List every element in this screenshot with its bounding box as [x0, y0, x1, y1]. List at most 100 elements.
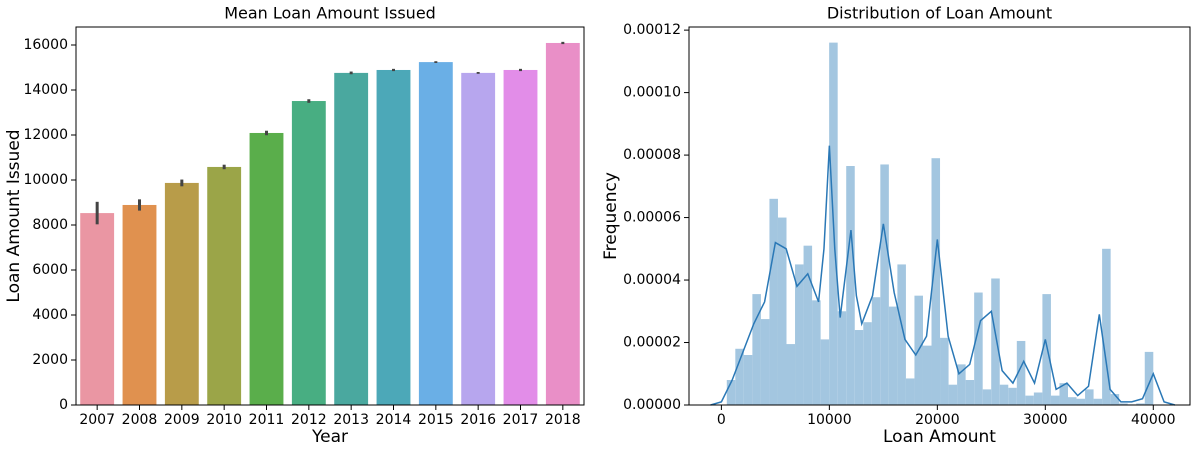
histogram-bar: [931, 158, 941, 405]
histogram-bar: [880, 164, 889, 405]
bar: [164, 182, 199, 405]
x-tick-label: 20000: [915, 412, 960, 428]
x-tick-label: 2009: [164, 412, 200, 428]
x-tick-label: 0: [717, 412, 726, 428]
histogram-bar: [863, 322, 872, 405]
histogram-bar: [1042, 294, 1051, 405]
x-tick-label: 2010: [206, 412, 242, 428]
chart-title: Mean Loan Amount Issued: [224, 4, 436, 23]
histogram-bar: [735, 348, 744, 405]
x-tick-label: 30000: [1023, 412, 1068, 428]
histogram-bar: [948, 384, 958, 405]
y-tick-label: 8000: [32, 217, 68, 233]
histogram-bar: [846, 166, 855, 405]
histogram-bar: [1119, 403, 1128, 405]
histogram-bar: [1093, 398, 1103, 405]
y-tick-label: 0.00002: [623, 335, 681, 351]
histogram-bar: [760, 319, 770, 405]
plot-frame: [688, 26, 1191, 406]
histogram-bar: [897, 264, 906, 405]
bar: [376, 69, 411, 405]
bar: [291, 101, 326, 406]
y-tick-label: 14000: [23, 82, 68, 98]
histogram-bar: [1085, 389, 1094, 405]
x-tick-label: 2015: [418, 412, 454, 428]
histogram-bar: [1136, 403, 1145, 405]
y-tick-label: 6000: [32, 262, 68, 278]
y-tick-label: 0.00010: [623, 85, 681, 101]
histogram-bar: [777, 217, 787, 405]
y-axis-label: Loan Amount Issued: [4, 129, 24, 302]
histogram-bar: [871, 297, 881, 405]
y-tick-label: 12000: [23, 127, 68, 143]
histogram-bar: [1110, 394, 1120, 405]
histogram-bar: [1076, 398, 1086, 405]
histogram-bar: [726, 380, 736, 405]
y-tick-label: 0.00004: [623, 272, 681, 288]
histogram-bar: [922, 345, 932, 405]
x-axis-label: Loan Amount: [883, 427, 996, 447]
bar: [249, 132, 284, 405]
x-tick-label: 2018: [545, 412, 581, 428]
histogram-bar: [1050, 395, 1060, 405]
bar: [334, 72, 369, 406]
y-tick-label: 0.00012: [623, 22, 681, 38]
x-tick-label: 2011: [249, 412, 285, 428]
histogram-bar: [1067, 397, 1077, 405]
x-tick-label: 2017: [503, 412, 539, 428]
histogram-bar: [965, 380, 975, 405]
histogram-bar: [1144, 351, 1154, 405]
histogram-bar: [769, 198, 778, 405]
histogram-bar: [1008, 387, 1017, 405]
histogram-bar: [786, 344, 796, 405]
histogram-bar: [905, 378, 915, 405]
histogram-bar: [837, 311, 847, 405]
chart-title: Distribution of Loan Amount: [827, 4, 1052, 23]
histogram-bar: [854, 330, 864, 405]
histogram-bar: [957, 364, 966, 405]
histogram-bar: [1016, 340, 1026, 405]
y-tick-label: 0: [59, 397, 68, 413]
x-tick-label: 2013: [333, 412, 369, 428]
x-tick-label: 2014: [376, 412, 412, 428]
bar: [545, 42, 580, 405]
histogram-bar: [1025, 395, 1034, 405]
histogram-bar: [1102, 248, 1111, 405]
x-tick-label: 2012: [291, 412, 327, 428]
y-tick-label: 4000: [32, 307, 68, 323]
bar: [122, 204, 157, 405]
histogram-bar: [982, 389, 992, 405]
bar: [207, 166, 242, 405]
x-tick-label: 10000: [807, 412, 852, 428]
histogram-bar: [803, 245, 813, 405]
bar: [503, 69, 538, 405]
x-tick-label: 2016: [460, 412, 496, 428]
histogram-bar: [795, 264, 804, 405]
histogram-bar: [812, 300, 821, 405]
histogram-bar: [1033, 392, 1043, 405]
histogram-bar: [1059, 383, 1068, 405]
bar: [461, 72, 496, 406]
y-tick-label: 0.00008: [623, 147, 681, 163]
histogram-bar: [991, 278, 1000, 405]
x-axis-label: Year: [311, 427, 348, 447]
plot-frame: [75, 26, 585, 406]
y-tick-label: 2000: [32, 352, 68, 368]
x-tick-label: 2007: [79, 412, 115, 428]
histogram-bar: [820, 339, 830, 405]
histogram-bar: [752, 294, 761, 405]
y-tick-label: 10000: [23, 172, 68, 188]
histogram-bar: [743, 355, 753, 405]
histogram-bar: [999, 384, 1009, 405]
y-axis-label: Frequency: [601, 172, 621, 260]
histogram-bar: [940, 337, 949, 405]
y-tick-label: 16000: [23, 37, 68, 53]
bar: [80, 213, 115, 405]
y-tick-label: 0.00000: [623, 397, 681, 413]
histogram-bar: [888, 306, 898, 405]
kde-line: [710, 145, 1176, 406]
x-tick-label: 2008: [122, 412, 158, 428]
histogram-bar: [974, 292, 983, 405]
y-tick-label: 0.00006: [623, 210, 681, 226]
